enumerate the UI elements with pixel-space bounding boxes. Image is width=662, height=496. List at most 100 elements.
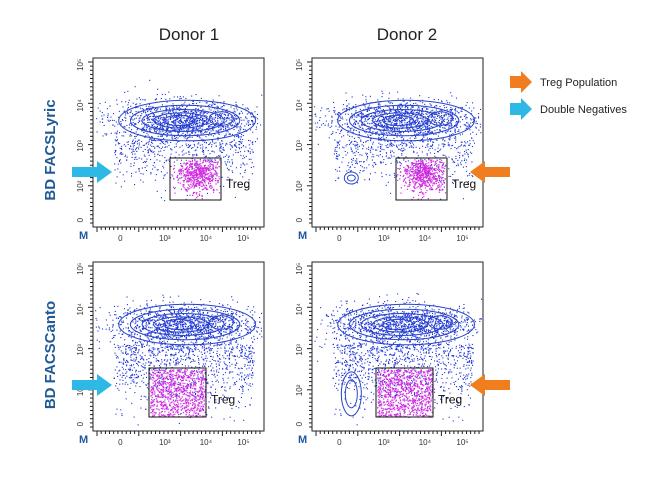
event-dot [196, 125, 198, 127]
event-dot [138, 144, 140, 146]
event-dot [471, 146, 473, 148]
treg-events [397, 159, 447, 200]
event-dot [173, 113, 175, 115]
event-dot [363, 170, 365, 172]
treg-dot [442, 173, 445, 175]
event-dot [451, 95, 453, 97]
event-dot [428, 127, 430, 129]
treg-dot [215, 170, 217, 173]
event-dot [209, 153, 211, 155]
event-dot [196, 146, 198, 148]
treg-dot [198, 194, 201, 196]
treg-dot [425, 160, 427, 162]
treg-dot [192, 171, 194, 173]
event-dot [124, 91, 126, 93]
event-dot [393, 172, 395, 174]
event-dot [439, 161, 441, 163]
event-dot [198, 108, 200, 110]
event-dot [141, 130, 143, 132]
event-dot [407, 111, 409, 113]
event-dot [186, 130, 188, 132]
event-dot [391, 134, 393, 136]
event-dot [355, 150, 357, 152]
event-dot [204, 120, 206, 122]
event-dot [161, 142, 163, 144]
treg-dot [211, 185, 213, 187]
event-dot [191, 120, 193, 122]
event-dot [345, 100, 347, 102]
event-dot [171, 121, 173, 123]
event-dot [237, 135, 239, 137]
event-dot [197, 119, 199, 121]
treg-dot [419, 184, 421, 186]
treg-dot [186, 188, 188, 191]
event-dot [452, 182, 454, 184]
event-dot [148, 119, 150, 121]
event-dot [465, 166, 467, 168]
event-dot [255, 128, 257, 130]
event-dot [225, 133, 227, 135]
treg-dot [195, 182, 197, 184]
event-dot [148, 136, 150, 138]
event-dot [392, 102, 394, 104]
event-dot [252, 151, 254, 153]
event-dot [378, 139, 380, 141]
event-dot [238, 130, 240, 132]
event-dot [207, 123, 209, 125]
event-dot [397, 98, 399, 100]
treg-dot [424, 181, 427, 183]
treg-dot [399, 175, 401, 177]
treg-dot [432, 175, 434, 177]
event-dot [451, 109, 453, 111]
event-dot [426, 113, 428, 115]
event-dot [346, 105, 348, 107]
event-dot [381, 124, 383, 126]
event-dot [451, 158, 453, 160]
event-dot [151, 142, 153, 144]
event-dot [107, 113, 109, 115]
treg-dot [429, 180, 432, 182]
event-dot [189, 145, 191, 147]
event-dot [225, 144, 227, 146]
event-dot [203, 112, 205, 114]
event-dot [427, 131, 429, 133]
event-dot [242, 155, 244, 157]
event-dot [415, 137, 417, 139]
event-dot [165, 108, 167, 110]
treg-dot [219, 159, 221, 161]
treg-dot [196, 171, 198, 173]
event-dot [452, 112, 454, 114]
event-dot [153, 123, 155, 125]
event-dot [149, 148, 151, 150]
event-dot [469, 125, 471, 127]
event-dot [446, 106, 448, 108]
event-dot [166, 120, 168, 122]
event-dot [345, 92, 347, 94]
treg-dot [413, 172, 415, 174]
event-dot [380, 126, 382, 128]
event-dot [386, 128, 388, 130]
event-dot [407, 105, 409, 107]
event-dot [157, 154, 159, 156]
event-dot [193, 128, 195, 130]
event-dot [164, 122, 166, 124]
event-dot [347, 125, 349, 127]
event-dot [358, 125, 360, 127]
event-dot [208, 134, 210, 136]
event-dot [405, 105, 407, 107]
event-dot [227, 118, 229, 120]
treg-dot [423, 171, 425, 173]
treg-dot [416, 171, 418, 173]
treg-dot [414, 167, 416, 169]
event-dot [145, 123, 147, 125]
event-dot [181, 121, 183, 123]
event-dot [337, 129, 339, 131]
treg-dot [422, 192, 424, 194]
event-dot [217, 139, 219, 141]
event-dot [157, 135, 159, 137]
event-dot [348, 162, 350, 164]
event-dot [363, 104, 365, 106]
treg-dot [199, 181, 201, 183]
event-dot [372, 164, 374, 166]
event-dot [134, 123, 136, 125]
